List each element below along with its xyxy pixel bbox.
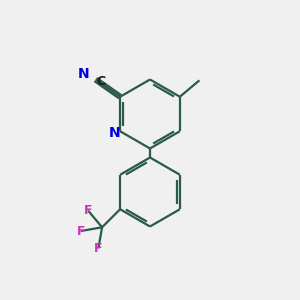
Text: F: F [94,242,103,255]
Text: F: F [84,204,92,217]
Text: N: N [77,67,89,80]
Text: N: N [109,126,121,140]
Text: F: F [76,224,85,238]
Text: C: C [96,75,106,88]
